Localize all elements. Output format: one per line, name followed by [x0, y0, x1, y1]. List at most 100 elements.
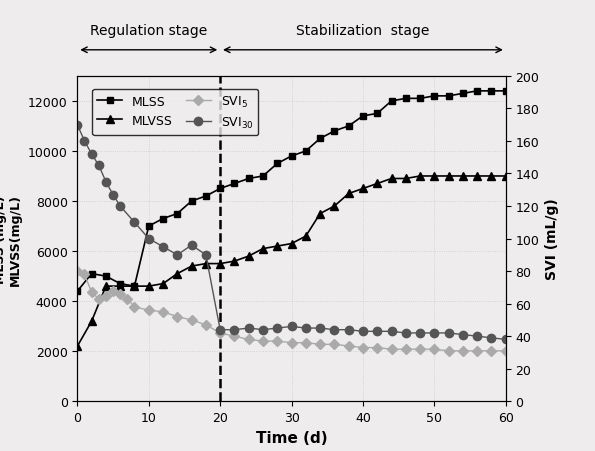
MLSS [74, 289, 81, 294]
SVI$_{30}$ [259, 327, 267, 333]
MLSS [416, 97, 424, 102]
MLSS [459, 92, 466, 97]
MLVSS [159, 281, 167, 287]
SVI$_{30}$ [174, 253, 181, 258]
MLVSS [217, 261, 224, 267]
MLVSS [317, 212, 324, 217]
SVI$_{30}$ [359, 329, 367, 334]
SVI$_5$ [145, 308, 152, 313]
SVI$_5$ [231, 334, 238, 339]
MLVSS [102, 284, 109, 289]
Text: Regulation stage: Regulation stage [90, 24, 208, 38]
MLVSS [402, 176, 409, 182]
MLSS [159, 216, 167, 222]
Line: MLVSS: MLVSS [73, 172, 510, 350]
SVI$_5$ [374, 345, 381, 350]
MLSS [102, 274, 109, 279]
MLSS [288, 154, 295, 159]
MLSS [502, 89, 509, 94]
Y-axis label: SVI (mL/g): SVI (mL/g) [545, 198, 559, 280]
SVI$_{30}$ [202, 253, 209, 258]
SVI$_{30}$ [74, 123, 81, 128]
SVI$_5$ [259, 339, 267, 344]
SVI$_5$ [159, 309, 167, 315]
SVI$_{30}$ [117, 204, 124, 209]
SVI$_{30}$ [445, 331, 452, 336]
Legend: MLSS, MLVSS, SVI$_5$, SVI$_{30}$: MLSS, MLVSS, SVI$_5$, SVI$_{30}$ [92, 89, 258, 136]
MLSS [388, 99, 395, 104]
MLSS [488, 89, 495, 94]
SVI$_{30}$ [431, 331, 438, 336]
MLVSS [345, 191, 352, 197]
SVI$_5$ [445, 348, 452, 354]
MLVSS [288, 241, 295, 247]
SVI$_5$ [174, 314, 181, 320]
MLVSS [445, 174, 452, 179]
SVI$_5$ [317, 342, 324, 347]
MLVSS [474, 174, 481, 179]
MLVSS [131, 284, 138, 289]
MLSS [188, 199, 195, 204]
SVI$_5$ [95, 296, 102, 302]
SVI$_5$ [488, 348, 495, 354]
Line: MLSS: MLSS [74, 88, 509, 295]
Text: Stabilization  stage: Stabilization stage [296, 24, 430, 38]
SVI$_5$ [502, 348, 509, 354]
MLSS [402, 97, 409, 102]
MLVSS [202, 261, 209, 267]
MLVSS [488, 174, 495, 179]
SVI$_{30}$ [81, 139, 88, 144]
SVI$_{30}$ [145, 236, 152, 242]
SVI$_5$ [402, 347, 409, 352]
SVI$_{30}$ [374, 329, 381, 334]
MLVSS [359, 186, 367, 192]
SVI$_5$ [416, 347, 424, 352]
SVI$_5$ [345, 344, 352, 349]
MLVSS [117, 284, 124, 289]
MLSS [317, 136, 324, 142]
MLSS [231, 181, 238, 187]
MLVSS [374, 181, 381, 187]
MLVSS [259, 246, 267, 252]
SVI$_5$ [124, 296, 131, 302]
MLVSS [502, 174, 509, 179]
MLVSS [245, 254, 252, 259]
MLSS [131, 284, 138, 289]
SVI$_5$ [245, 337, 252, 342]
Line: SVI$_{30}$: SVI$_{30}$ [73, 121, 510, 344]
SVI$_{30}$ [302, 326, 309, 331]
MLVSS [274, 244, 281, 249]
SVI$_{30}$ [109, 193, 117, 198]
MLVSS [88, 319, 95, 324]
SVI$_5$ [188, 318, 195, 323]
MLSS [145, 224, 152, 229]
MLVSS [188, 264, 195, 269]
SVI$_5$ [359, 345, 367, 350]
MLVSS [416, 174, 424, 179]
SVI$_5$ [288, 340, 295, 345]
SVI$_5$ [131, 304, 138, 310]
SVI$_{30}$ [388, 329, 395, 334]
SVI$_{30}$ [159, 244, 167, 250]
MLVSS [388, 176, 395, 182]
SVI$_5$ [274, 339, 281, 344]
MLVSS [331, 204, 338, 209]
SVI$_5$ [459, 348, 466, 354]
SVI$_{30}$ [416, 331, 424, 336]
MLVSS [231, 259, 238, 264]
MLVSS [145, 284, 152, 289]
SVI$_{30}$ [402, 331, 409, 336]
SVI$_{30}$ [488, 336, 495, 341]
SVI$_{30}$ [188, 243, 195, 248]
SVI$_5$ [117, 291, 124, 297]
SVI$_5$ [331, 342, 338, 347]
SVI$_5$ [88, 290, 95, 295]
MLSS [259, 174, 267, 179]
Line: SVI$_5$: SVI$_5$ [74, 268, 509, 354]
MLSS [331, 129, 338, 134]
SVI$_5$ [431, 347, 438, 352]
SVI$_{30}$ [274, 326, 281, 331]
SVI$_5$ [302, 340, 309, 345]
MLSS [202, 194, 209, 199]
SVI$_{30}$ [317, 326, 324, 331]
